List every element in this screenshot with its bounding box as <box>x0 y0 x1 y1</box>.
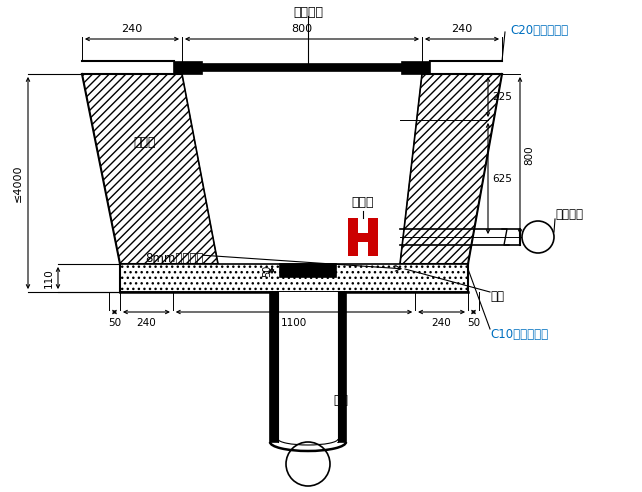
Bar <box>402 62 430 74</box>
Text: ≤4000: ≤4000 <box>13 164 23 202</box>
Bar <box>270 292 278 442</box>
Text: 单向阀: 单向阀 <box>352 195 374 209</box>
Text: 800: 800 <box>291 24 313 34</box>
Polygon shape <box>400 74 502 264</box>
Bar <box>174 62 202 74</box>
Text: 625: 625 <box>492 174 512 184</box>
Bar <box>348 218 358 256</box>
Text: 8mm厚钢夹板: 8mm厚钢夹板 <box>145 252 204 266</box>
Text: 240: 240 <box>137 318 156 328</box>
Text: 铸铁井盖: 铸铁井盖 <box>293 5 323 19</box>
Text: 泵管: 泵管 <box>490 290 504 304</box>
Bar <box>348 233 378 242</box>
Polygon shape <box>400 74 502 264</box>
Text: C20混凝土井圈: C20混凝土井圈 <box>510 24 568 36</box>
Text: 240: 240 <box>451 24 473 34</box>
Text: 主排水管: 主排水管 <box>555 209 583 221</box>
Bar <box>280 264 336 277</box>
Bar <box>120 264 468 292</box>
Text: 240: 240 <box>121 24 143 34</box>
Bar <box>368 218 378 256</box>
Text: 红机砖: 红机砖 <box>134 135 156 149</box>
Text: 240: 240 <box>431 318 451 328</box>
Polygon shape <box>82 74 218 264</box>
Circle shape <box>286 442 330 486</box>
Text: 50: 50 <box>262 264 272 277</box>
Polygon shape <box>82 74 218 264</box>
Text: 1100: 1100 <box>281 318 307 328</box>
Text: 800: 800 <box>524 146 534 165</box>
Text: 110: 110 <box>44 268 54 288</box>
Circle shape <box>522 221 554 253</box>
Bar <box>182 64 422 71</box>
Bar <box>278 292 338 442</box>
Text: 50: 50 <box>108 318 121 328</box>
Text: 井管: 井管 <box>333 394 348 406</box>
Text: 50: 50 <box>467 318 480 328</box>
Text: C10混凝土基础: C10混凝土基础 <box>490 328 548 340</box>
Text: 225: 225 <box>492 92 512 102</box>
Bar <box>338 292 346 442</box>
